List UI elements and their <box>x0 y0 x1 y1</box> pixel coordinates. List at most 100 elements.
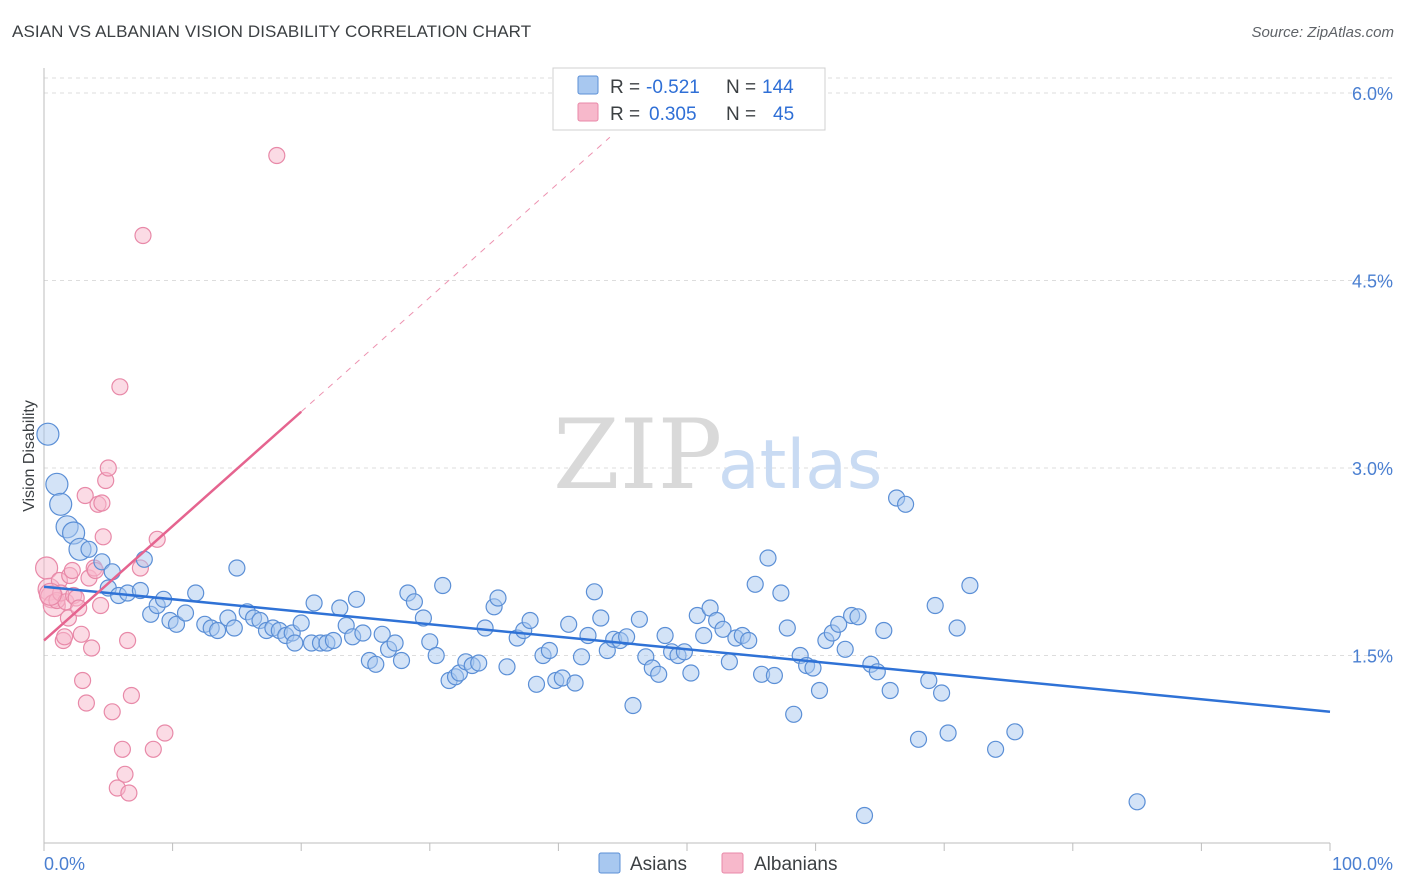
legend-swatch-asians <box>577 75 599 95</box>
asians-point <box>785 705 803 723</box>
asians-point <box>909 730 928 748</box>
albanians-point <box>99 459 117 477</box>
asians-point <box>367 655 385 673</box>
asians-point <box>720 653 739 671</box>
asians-point <box>765 666 784 685</box>
gridlines <box>44 77 1393 656</box>
asians-point <box>1128 793 1146 811</box>
albanians-point <box>113 740 132 758</box>
asians-point <box>617 628 636 646</box>
x-tick-label-max: 100.0% <box>1332 854 1393 874</box>
x-tick-label-min: 0.0% <box>44 854 85 874</box>
asians-point <box>896 495 915 513</box>
albanians-point <box>76 486 94 505</box>
asians-point <box>176 604 195 622</box>
asians-point <box>527 675 546 693</box>
asians-point <box>675 643 694 661</box>
asians-point <box>225 619 243 637</box>
legend-n-label-albanians: N = <box>726 104 756 125</box>
albanians-point <box>103 703 121 721</box>
asians-point <box>650 665 668 683</box>
legend-r-label-asians: R = <box>610 77 640 98</box>
x-ticks <box>43 843 1331 851</box>
asians-point <box>331 599 349 617</box>
asians-point <box>778 619 796 637</box>
y-tick-labels: 1.5% 3.0% 4.5% 6.0% <box>1352 84 1393 667</box>
asians-point <box>630 610 649 628</box>
y-tick-label: 6.0% <box>1352 84 1393 104</box>
asians-point <box>392 651 411 670</box>
trend-lines <box>43 136 1331 713</box>
albanians-point <box>118 631 137 650</box>
watermark-atlas: atlas <box>718 426 882 505</box>
asians-point <box>373 625 391 643</box>
asians-point <box>682 664 700 682</box>
series-legend-label-asians: Asians <box>630 854 687 875</box>
y-tick-label: 3.0% <box>1352 459 1393 479</box>
asians-point <box>36 422 60 446</box>
asians-point <box>810 681 829 700</box>
albanians-point <box>268 146 286 165</box>
correlation-legend: R = -0.521 N = 144 R = 0.305 N = 45 <box>552 67 826 131</box>
albanians-point <box>122 686 140 705</box>
asians-point <box>427 646 445 665</box>
asians-point <box>932 684 951 702</box>
albanians-point <box>156 724 174 742</box>
asians-point <box>103 563 121 581</box>
asians-point <box>830 615 848 633</box>
asians-point <box>1006 723 1024 741</box>
asians-point <box>489 589 507 607</box>
asians-point <box>292 614 310 632</box>
asians-point <box>855 806 874 825</box>
y-axis-title: Vision Disability <box>21 400 38 512</box>
asians-point <box>592 609 610 627</box>
y-tick-label: 4.5% <box>1352 272 1393 292</box>
asians-point <box>187 584 205 602</box>
albanians-point <box>93 494 111 512</box>
legend-r-value-albanians: 0.305 <box>649 104 697 125</box>
asians-point <box>849 608 867 626</box>
albanians-point <box>73 671 92 690</box>
series-legend-swatch-asians <box>598 852 621 874</box>
asians-point <box>540 641 559 660</box>
legend-n-label-asians: N = <box>726 77 756 98</box>
watermark: ZIP atlas <box>553 399 882 511</box>
asians-point <box>804 659 822 677</box>
asians-point <box>746 575 764 593</box>
asians-point <box>386 634 404 652</box>
albanians-point <box>72 625 90 643</box>
series-legend-swatch-albanians <box>721 852 744 874</box>
asians-point <box>49 492 73 516</box>
legend-swatch-albanians <box>577 102 599 122</box>
albanians-trend-line <box>43 410 303 642</box>
asians-point <box>572 648 591 666</box>
asians-point <box>772 584 790 602</box>
albanians-point <box>82 639 101 657</box>
asians-point <box>498 658 516 676</box>
asians-points <box>36 422 1146 825</box>
asians-point <box>836 640 854 658</box>
asians-point <box>566 674 584 692</box>
asians-point <box>80 540 98 558</box>
albanians-point <box>116 765 134 783</box>
y-tick-label: 1.5% <box>1352 647 1393 667</box>
legend-n-value-albanians: 45 <box>773 104 794 125</box>
asians-point <box>688 606 706 625</box>
asians-point <box>405 593 423 611</box>
albanians-point <box>77 694 96 712</box>
asians-point <box>347 590 366 608</box>
asians-point <box>759 549 777 567</box>
asians-point <box>695 626 713 645</box>
asians-point <box>948 619 966 637</box>
asians-point <box>560 615 578 633</box>
albanians-point <box>55 628 74 646</box>
albanians-point <box>144 740 162 758</box>
asians-point <box>740 631 758 650</box>
albanians-point <box>134 226 152 245</box>
source-credit: Source: ZipAtlas.com <box>1251 24 1394 41</box>
asians-point <box>585 583 604 601</box>
asians-point <box>286 634 304 652</box>
asians-point <box>624 696 642 715</box>
asians-point <box>324 631 342 650</box>
asians-point <box>875 621 893 640</box>
